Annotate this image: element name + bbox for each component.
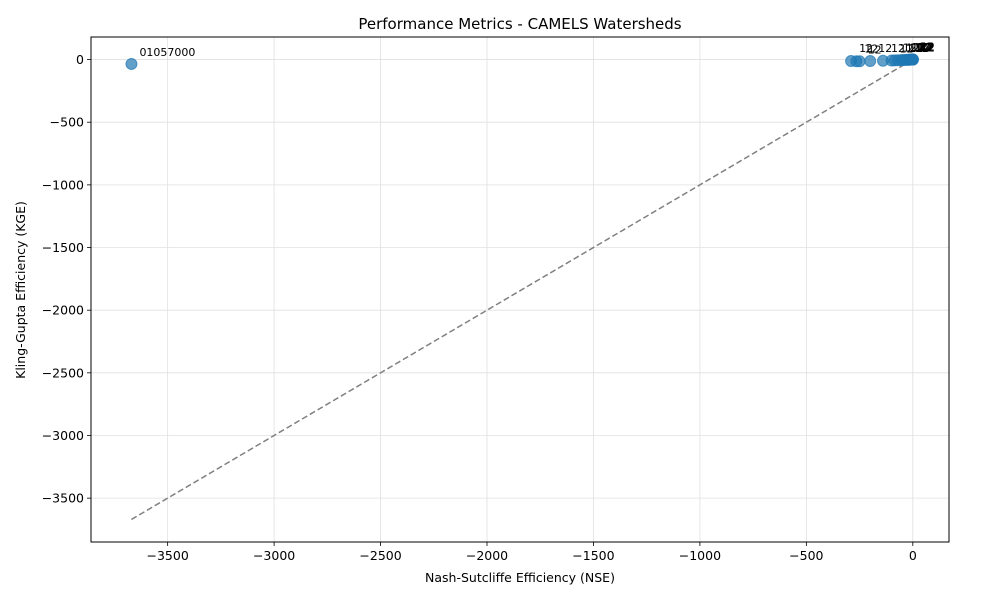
point-label: 12: [919, 41, 933, 54]
point-label: 12: [921, 41, 935, 54]
x-tick-label: −3500: [146, 548, 188, 563]
point-label: 12: [916, 41, 930, 54]
point-label: 12: [864, 42, 878, 55]
point-label: 12: [918, 42, 932, 55]
y-tick-label: −3000: [42, 428, 84, 443]
point-label: 12: [906, 41, 920, 54]
data-point: [864, 55, 877, 68]
x-tick-label: −1000: [679, 548, 721, 563]
data-point: [853, 55, 866, 68]
point-label: 12: [900, 43, 914, 56]
point-label: 12: [920, 42, 934, 55]
point-annotations: 01057000 12121212121212121212121212121212…: [139, 40, 934, 58]
point-label: 12: [913, 41, 927, 54]
y-tick-label: 0: [76, 52, 84, 67]
x-tick-label: −3000: [253, 548, 295, 563]
x-tick-label: −500: [789, 548, 823, 563]
y-axis-ticks: 0 −500 −1000 −1500 −2000 −2500 −3000 −3500: [42, 52, 91, 506]
x-axis-ticks: −3500 −3000 −2500 −2000 −1500 −1000 −500 0: [146, 542, 917, 563]
point-label: 12: [921, 40, 935, 53]
point-label: 12: [917, 41, 931, 54]
reference-line-path: [131, 58, 914, 521]
point-label: 12: [911, 41, 925, 54]
point-label: 12: [878, 42, 892, 55]
point-label: 12: [921, 42, 935, 55]
x-tick-label: −2500: [359, 548, 401, 563]
point-label: 01057000: [139, 46, 195, 59]
grid-lines: [91, 37, 949, 542]
y-tick-label: −2000: [42, 303, 84, 318]
x-tick-label: 0: [909, 548, 917, 563]
x-tick-label: −2000: [466, 548, 508, 563]
y-tick-label: −1000: [42, 177, 84, 192]
point-label: 12: [909, 42, 923, 55]
x-tick-label: −1500: [572, 548, 614, 563]
data-points: [125, 53, 919, 70]
point-label: 12: [868, 43, 882, 56]
y-tick-label: −1500: [42, 240, 84, 255]
y-axis-label: Kling-Gupta Efficiency (KGE): [13, 201, 28, 379]
y-tick-label: −500: [50, 115, 84, 130]
chart-title: Performance Metrics - CAMELS Watersheds: [358, 15, 681, 33]
x-axis-label: Nash-Sutcliffe Efficiency (NSE): [425, 570, 615, 585]
y-tick-label: −3500: [42, 491, 84, 506]
point-label: 12: [891, 42, 905, 55]
point-label: 12: [915, 42, 929, 55]
point-label: 12: [903, 41, 917, 54]
reference-line: [131, 58, 914, 521]
plot-frame: [90, 36, 950, 543]
y-tick-label: −2500: [42, 365, 84, 380]
point-label: 12: [920, 41, 934, 54]
point-label: 12: [921, 41, 935, 54]
data-point: [125, 57, 138, 70]
data-point: [906, 53, 919, 66]
point-label: 12: [859, 42, 873, 55]
